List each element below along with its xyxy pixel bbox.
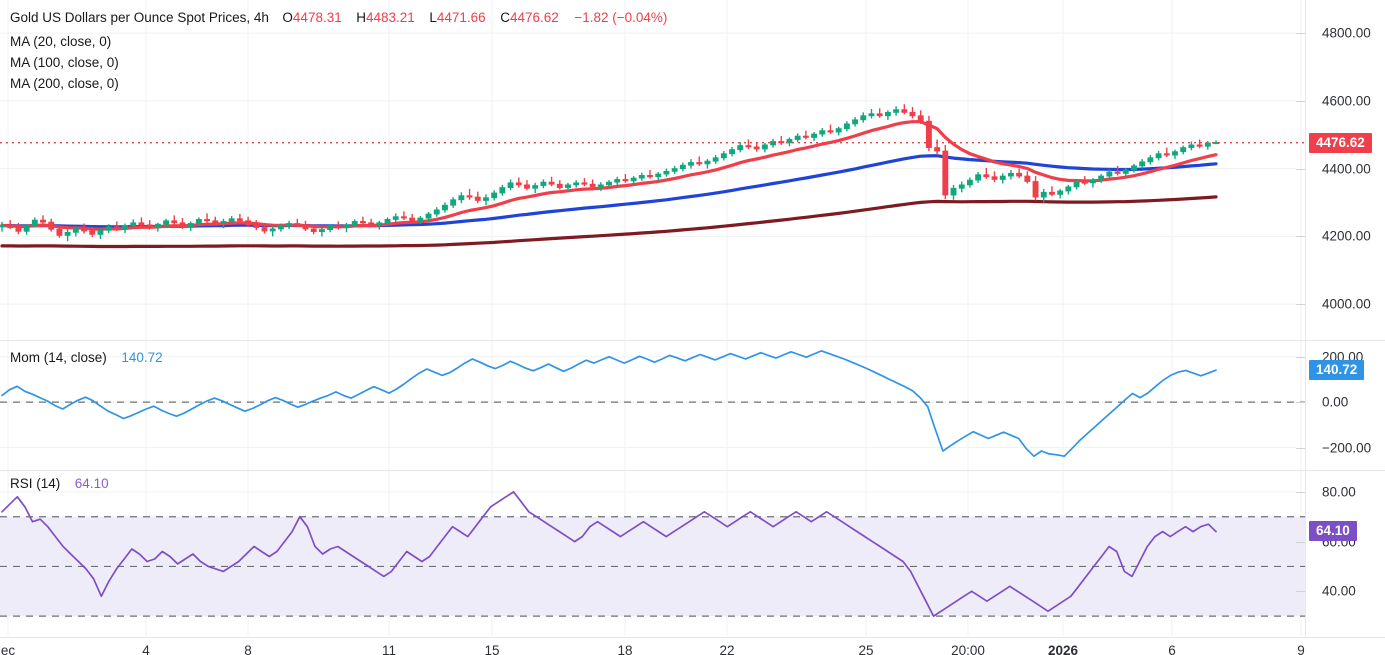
low-value: 4471.66 [436, 10, 486, 25]
change-value: −1.82 (−0.04%) [574, 10, 668, 25]
y-axis-label: −200.00 [1322, 440, 1372, 456]
time-axis-divider [0, 637, 1385, 638]
x-axis-label: 11 [381, 643, 397, 655]
high-label: H [356, 10, 367, 25]
ma200-legend[interactable]: MA (200, close, 0) [10, 76, 119, 91]
y-tick [1296, 304, 1305, 306]
ma20-legend[interactable]: MA (20, close, 0) [10, 34, 112, 49]
momentum-badge[interactable]: 140.72 [1309, 360, 1365, 381]
high-value: 4483.21 [366, 10, 415, 25]
rsi-badge[interactable]: 64.10 [1309, 521, 1357, 542]
y-axis-label: 40.00 [1322, 583, 1356, 599]
y-tick [1296, 33, 1305, 35]
x-axis-label: ec [0, 643, 16, 655]
y-tick [1296, 402, 1305, 404]
y-tick [1296, 447, 1305, 449]
x-axis-label: 20:00 [951, 643, 985, 655]
y-axis-label: 80.00 [1322, 484, 1356, 500]
y-axis-label: 4600.00 [1322, 93, 1371, 109]
momentum-legend[interactable]: Mom (14, close) 140.72 [10, 350, 163, 365]
open-value: 4478.31 [292, 10, 342, 25]
price-legend[interactable]: Gold US Dollars per Ounce Spot Prices, 4… [10, 10, 667, 25]
close-value: 4476.62 [509, 10, 559, 25]
price-badge[interactable]: 4476.62 [1309, 132, 1372, 153]
rsi-legend[interactable]: RSI (14) 64.10 [10, 476, 109, 491]
open-label: O [282, 10, 293, 25]
momentum-value: 140.72 [121, 350, 163, 365]
y-tick [1296, 236, 1305, 238]
symbol-title: Gold US Dollars per Ounce Spot Prices, 4… [10, 10, 269, 25]
x-axis-label: 6 [1168, 643, 1176, 655]
y-tick [1296, 541, 1305, 543]
y-axis-separator [1305, 0, 1306, 637]
x-axis-label: 9 [1297, 643, 1305, 655]
y-tick [1296, 356, 1305, 358]
panel-divider-rsi [0, 470, 1385, 471]
y-tick [1296, 491, 1305, 493]
y-axis-label: 0.00 [1322, 394, 1349, 410]
y-tick [1296, 168, 1305, 170]
y-axis-label: 4400.00 [1322, 161, 1371, 177]
x-axis-label: 25 [858, 643, 874, 655]
close-label: C [500, 10, 510, 25]
x-axis-label: 2026 [1047, 643, 1079, 655]
rsi-value: 64.10 [74, 476, 109, 491]
y-tick [1296, 591, 1305, 593]
x-axis-label: 18 [617, 643, 633, 655]
y-tick [1296, 100, 1305, 102]
x-axis-label: 8 [244, 643, 252, 655]
low-label: L [429, 10, 437, 25]
momentum-label: Mom (14, close) [10, 350, 107, 365]
x-axis-label: 4 [142, 643, 150, 655]
ma100-legend[interactable]: MA (100, close, 0) [10, 55, 119, 70]
rsi-label: RSI (14) [10, 476, 61, 491]
x-axis-label: 22 [719, 643, 735, 655]
y-axis-label: 4800.00 [1322, 25, 1371, 41]
y-axis-label: 4000.00 [1322, 296, 1371, 312]
x-axis-label: 15 [484, 643, 500, 655]
panel-divider-momentum [0, 340, 1385, 341]
y-axis-label: 4200.00 [1322, 228, 1371, 244]
